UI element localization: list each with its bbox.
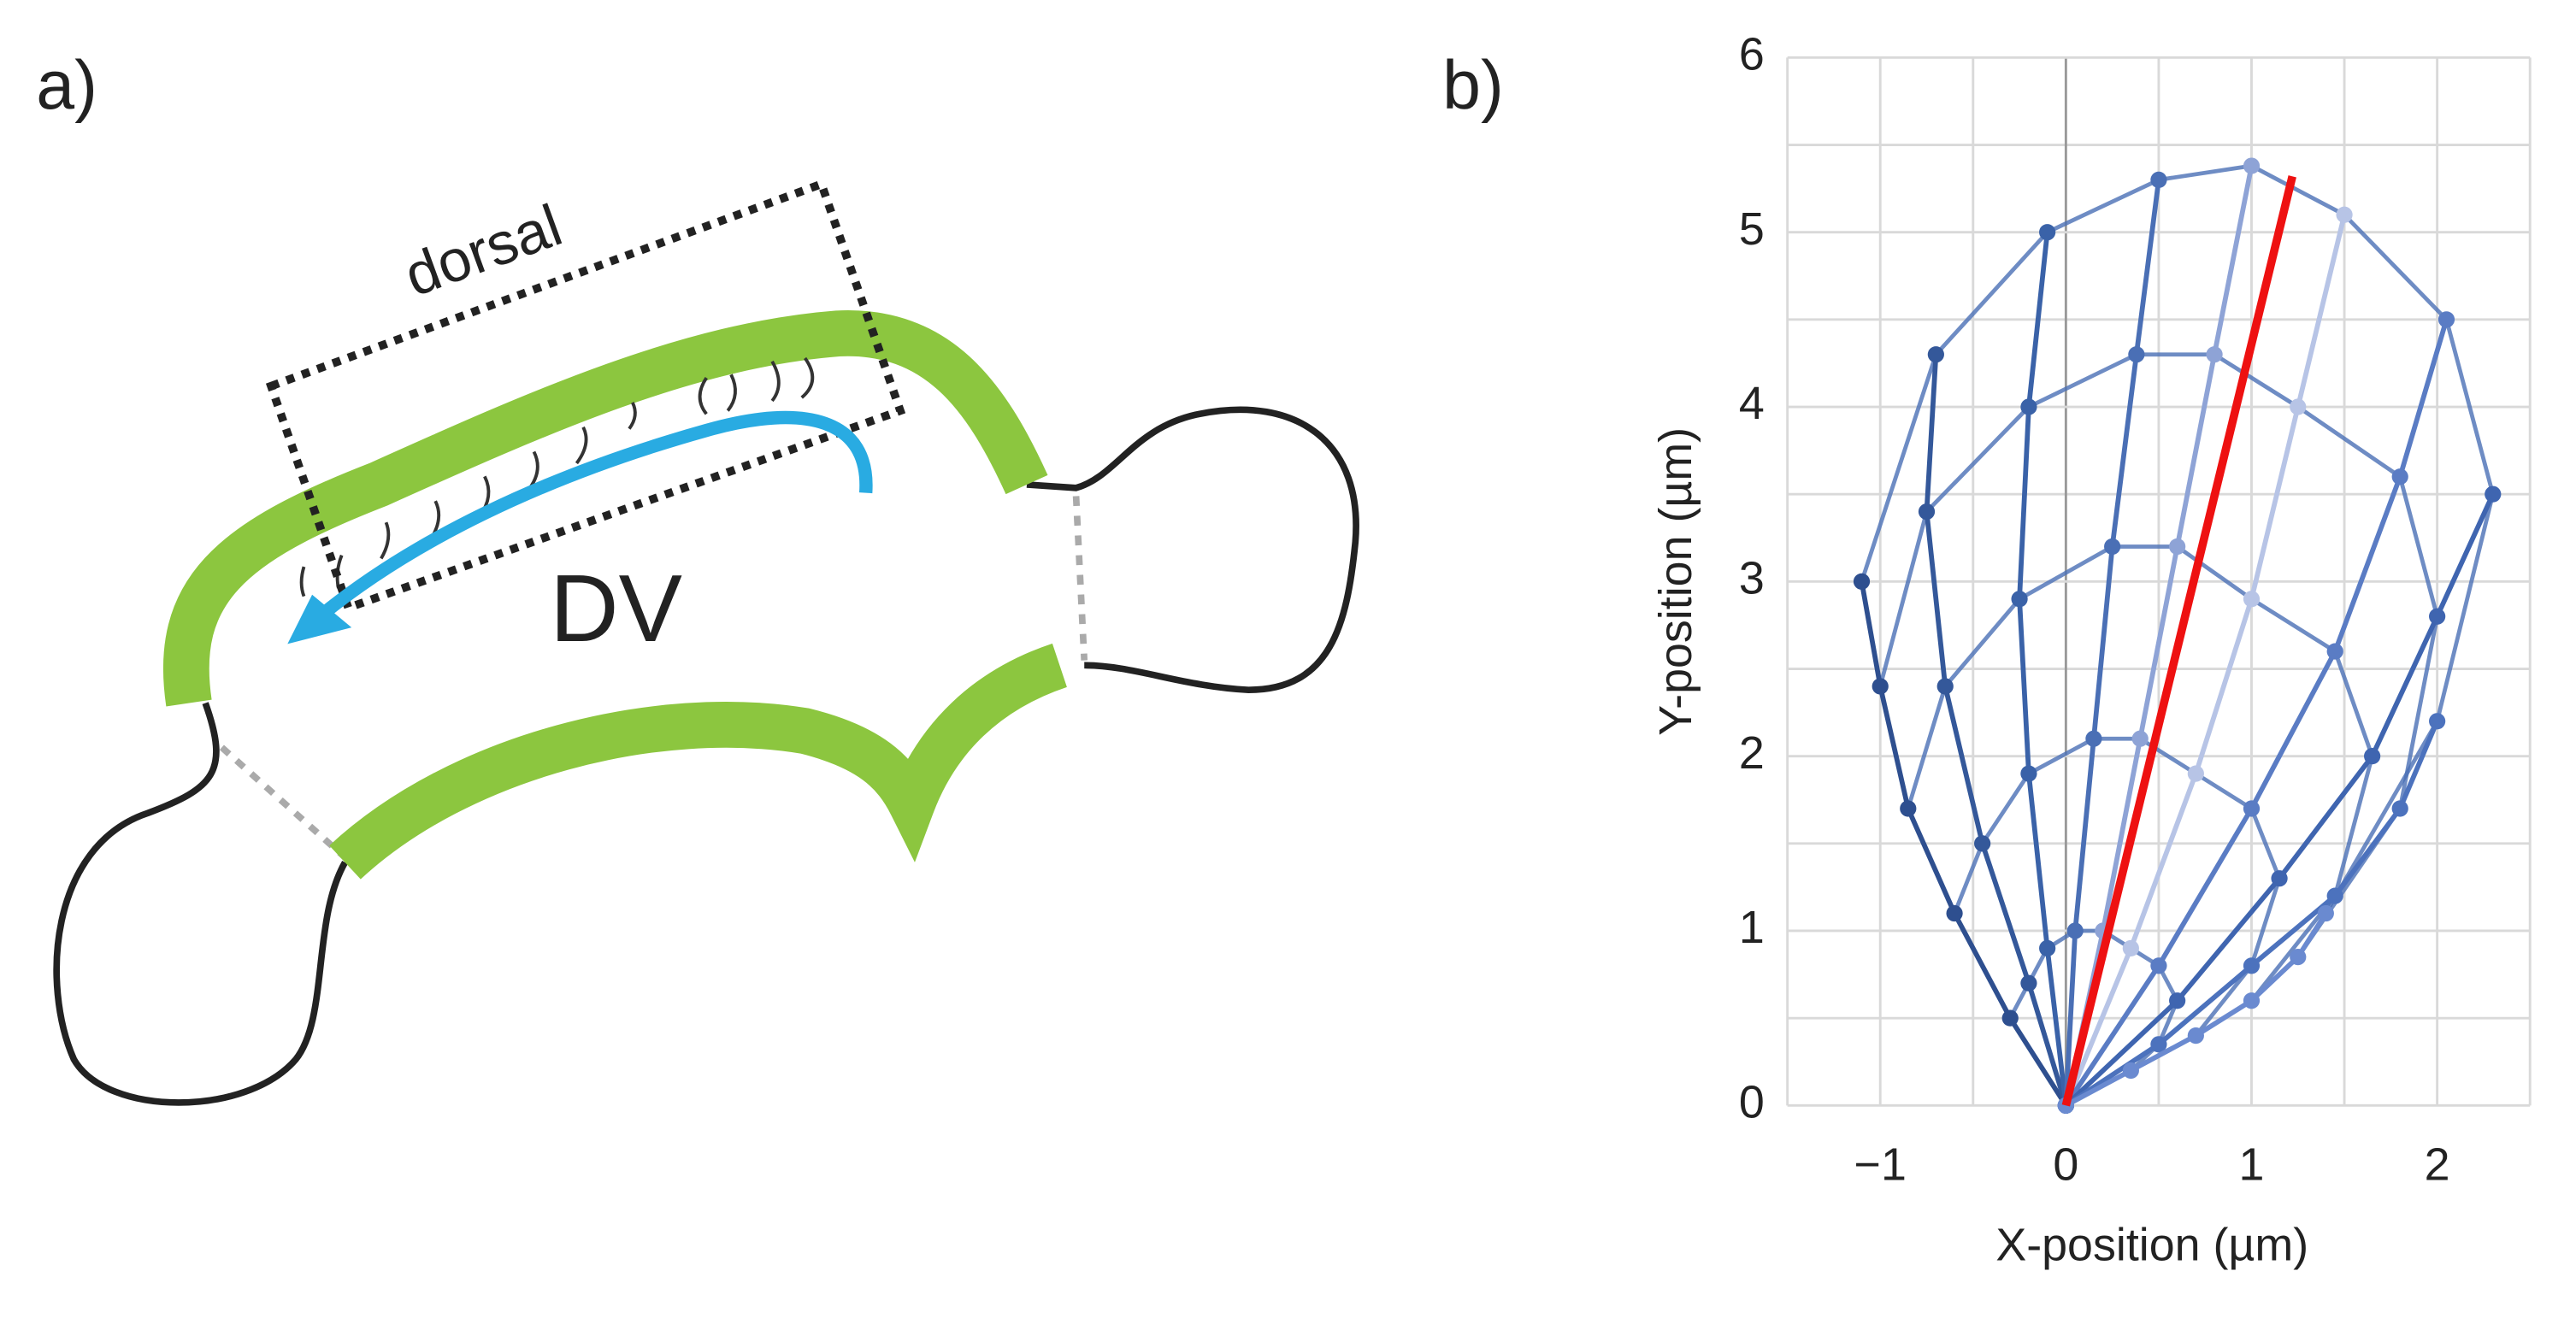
- point: [2104, 538, 2121, 556]
- trajectory: [2063, 214, 2347, 1107]
- point: [1853, 573, 1871, 590]
- right-lobe: [1026, 406, 1359, 694]
- point: [2039, 224, 2056, 241]
- trajectory: [2063, 165, 2255, 1106]
- axis-label: DV: [550, 555, 682, 662]
- panel-label: a): [36, 47, 97, 124]
- point: [2206, 346, 2223, 363]
- y-tick-label: 0: [1739, 1077, 1765, 1128]
- point: [2150, 171, 2167, 189]
- trajectory: [2064, 492, 2496, 1108]
- point: [2243, 157, 2261, 174]
- point: [2066, 922, 2084, 939]
- point: [2039, 939, 2056, 957]
- mesh-line: [2008, 928, 2180, 1073]
- left-lobe: [53, 702, 348, 1106]
- point: [2243, 992, 2261, 1009]
- point: [2243, 800, 2261, 817]
- x-tick-label: 1: [2239, 1139, 2265, 1191]
- trajectory: [1924, 354, 2069, 1107]
- trajectory: [2064, 912, 2328, 1108]
- panel-a: a) dorsal DV: [36, 47, 1359, 1106]
- y-tick-label: 6: [1739, 29, 1765, 80]
- dorsal-box: [265, 179, 906, 614]
- point: [2429, 608, 2446, 625]
- point: [2364, 748, 2381, 765]
- point: [2317, 904, 2334, 922]
- point: [2001, 1009, 2019, 1027]
- point: [2187, 765, 2204, 782]
- point: [2169, 538, 2186, 556]
- panel-b: b) X-position (µm) Y-position (µm) −1 0 1 2…: [1442, 29, 2532, 1271]
- point: [2169, 992, 2186, 1009]
- mesh-line: [1877, 352, 2440, 959]
- point: [2271, 870, 2288, 887]
- point: [2020, 974, 2037, 992]
- point: [2326, 887, 2343, 904]
- point: [1927, 346, 1944, 363]
- trajectory: [1859, 580, 2068, 1107]
- trajectory: [2063, 319, 2449, 1107]
- trajectory: [2063, 179, 2161, 1106]
- point: [2336, 206, 2353, 223]
- point: [2391, 800, 2408, 817]
- mesh-line: [1860, 163, 2496, 915]
- mesh-line: [1952, 736, 2282, 1038]
- y-tick-label: 4: [1739, 378, 1765, 429]
- x-tick-label: 0: [2053, 1139, 2078, 1191]
- panel-label: b): [1442, 47, 1504, 124]
- point: [1946, 904, 1963, 922]
- point: [2085, 730, 2102, 747]
- dashed-boundary: [1072, 496, 1088, 661]
- x-tick-label: −1: [1854, 1139, 1907, 1191]
- point: [2150, 1036, 2167, 1053]
- point: [2290, 949, 2307, 966]
- point: [2150, 957, 2167, 974]
- point: [2243, 591, 2261, 608]
- point: [1974, 835, 1991, 852]
- point: [2011, 591, 2028, 608]
- point: [2243, 957, 2261, 974]
- point: [2326, 643, 2343, 660]
- y-tick-label: 1: [1739, 902, 1765, 953]
- point: [1918, 503, 1936, 521]
- point: [2122, 1062, 2139, 1080]
- hairs: [299, 356, 815, 597]
- point: [2437, 311, 2455, 328]
- point: [2122, 939, 2139, 957]
- point: [2429, 713, 2446, 730]
- dv-arrow-head: [287, 594, 352, 644]
- point: [2128, 346, 2145, 363]
- point: [2290, 398, 2307, 415]
- mesh-line: [1906, 544, 2375, 1003]
- point: [1872, 678, 1889, 695]
- point: [2391, 468, 2408, 485]
- x-axis-label: X-position (µm): [1995, 1220, 2308, 1271]
- y-tick-label: 3: [1739, 553, 1765, 604]
- trajectory: [2017, 232, 2069, 1106]
- fit-line: [2061, 175, 2296, 1107]
- point: [1936, 678, 1954, 695]
- ventral-epithelium: [329, 643, 1068, 880]
- dashed-boundary: [219, 744, 348, 861]
- y-axis-label: Y-position (µm): [1650, 427, 1701, 736]
- point: [1900, 800, 1917, 817]
- y-tick-label: 5: [1739, 203, 1765, 255]
- x-tick-label: 2: [2425, 1139, 2450, 1191]
- region-label: dorsal: [396, 191, 570, 309]
- point: [2020, 765, 2037, 782]
- point: [2020, 398, 2037, 415]
- dorsal-epithelium: [162, 310, 1048, 707]
- point: [2131, 730, 2149, 747]
- point: [2485, 485, 2502, 503]
- y-tick-label: 2: [1739, 727, 1765, 779]
- trajectory: [2064, 720, 2440, 1108]
- point: [2187, 1027, 2204, 1044]
- dv-arrow: [315, 410, 873, 621]
